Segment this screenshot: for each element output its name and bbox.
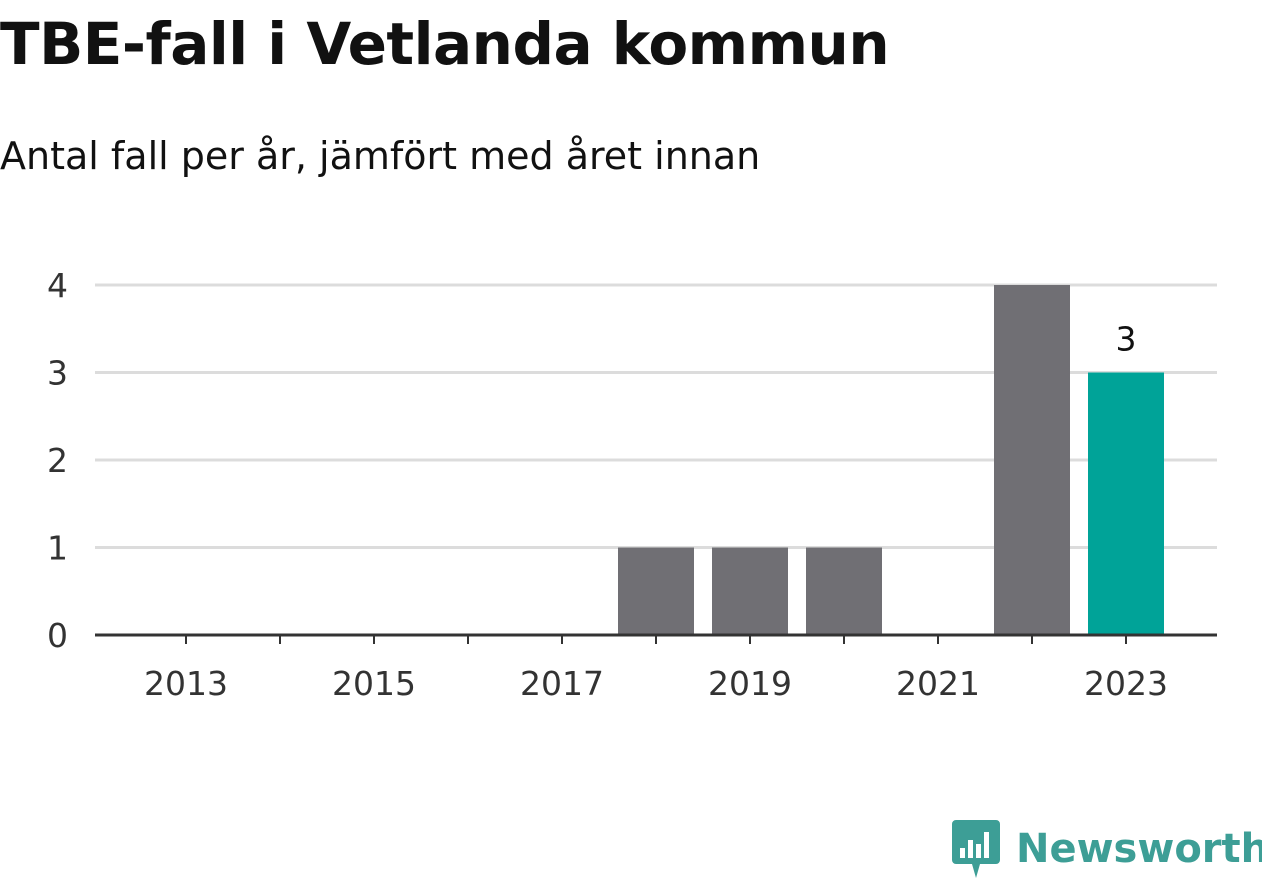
brand-name: Newsworthy (1016, 826, 1262, 872)
data-label-2023: 3 (1116, 320, 1137, 359)
newsworthy-logo-icon (952, 820, 1000, 878)
x-tick-label-2013: 2013 (144, 664, 228, 703)
x-tick-label-2017: 2017 (520, 664, 604, 703)
x-tick-label-2015: 2015 (332, 664, 416, 703)
y-tick-label-4: 4 (47, 266, 68, 305)
x-tick-label-2019: 2019 (708, 664, 792, 703)
bar-2022 (994, 285, 1070, 635)
bar-2018 (618, 547, 694, 635)
x-tick-label-2023: 2023 (1084, 664, 1168, 703)
y-tick-label-1: 1 (47, 529, 68, 568)
bar-2023 (1088, 372, 1164, 635)
labels: 0 1 2 3 4 2013 2015 2017 2019 2021 2023 3 (47, 266, 1168, 703)
axes (95, 633, 1217, 644)
x-tick-label-2021: 2021 (896, 664, 980, 703)
bar-2019 (712, 547, 788, 635)
y-tick-label-3: 3 (47, 354, 68, 393)
bar-2020 (806, 547, 882, 635)
chart-subtitle: Antal fall per år, jämfört med året inna… (0, 134, 761, 178)
newsworthy-brand: Newsworthy (950, 818, 1262, 880)
chart-title: TBE-fall i Vetlanda kommun (0, 10, 890, 78)
bars (618, 285, 1164, 635)
y-tick-label-0: 0 (47, 616, 68, 655)
y-tick-label-2: 2 (47, 441, 68, 480)
